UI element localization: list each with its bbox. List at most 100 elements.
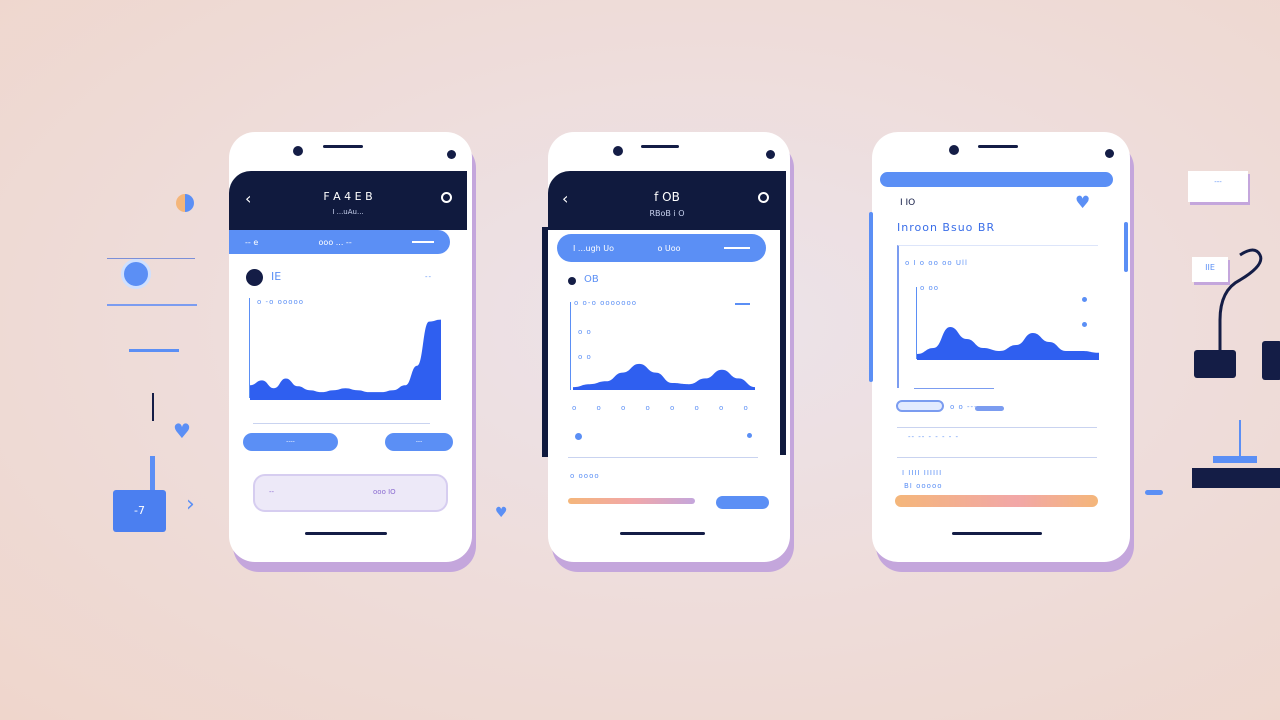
chart-axis <box>570 302 571 390</box>
card-right: ooo IO <box>373 488 396 496</box>
tab-right-dash[interactable] <box>723 247 750 249</box>
decor-line <box>107 258 195 259</box>
chart-axis <box>249 298 250 398</box>
chart-dash <box>735 303 750 305</box>
tab-bar[interactable]: I ...ugh Uo o Uoo <box>557 234 766 262</box>
page-title: F A 4 E B <box>323 190 373 203</box>
top-banner[interactable] <box>880 172 1113 187</box>
divider <box>897 427 1097 428</box>
settings-icon[interactable] <box>758 192 769 203</box>
tab-bar[interactable]: -- e ooo ... -- <box>229 230 450 254</box>
decor-block <box>1194 350 1236 378</box>
decor-circle-icon <box>121 259 151 289</box>
x-axis-ticks: o o o o o o o o <box>572 404 757 412</box>
chart-card <box>897 245 1098 388</box>
card-label: I IIII IIIIII <box>902 469 943 477</box>
avatar <box>246 269 263 286</box>
chart-label: o I o oo oo Ull <box>905 259 968 267</box>
axis-label: o o <box>578 328 592 336</box>
chart-area <box>573 363 755 390</box>
decor-dot-orange <box>176 194 194 212</box>
progress-bar[interactable] <box>568 498 695 504</box>
section-more[interactable]: -- <box>425 273 433 281</box>
area-chart <box>573 363 755 390</box>
decor-line <box>150 456 155 492</box>
decor-line <box>1239 420 1241 460</box>
divider <box>897 457 1097 458</box>
chart-label: o o-o ooooooo <box>574 299 638 307</box>
indicator-dot <box>1082 322 1087 327</box>
back-icon[interactable]: ‹ <box>245 189 252 208</box>
decor-line <box>107 304 197 306</box>
status-text: I IO <box>900 198 916 208</box>
indicator-dot <box>1082 297 1087 302</box>
home-indicator[interactable] <box>952 532 1042 535</box>
card-label: o oooo <box>570 472 600 480</box>
action-button[interactable] <box>716 496 769 509</box>
indicator-dot <box>575 433 582 440</box>
button-right[interactable]: --- <box>385 433 453 451</box>
heart-icon[interactable]: ♥ <box>1075 193 1091 213</box>
tab-left[interactable]: I ...ugh Uo <box>573 243 615 253</box>
divider <box>914 388 994 389</box>
axis-label: o o <box>578 353 592 361</box>
indicator-dot <box>747 433 752 438</box>
speaker <box>641 145 679 148</box>
speaker <box>978 145 1018 148</box>
back-icon[interactable]: ‹ <box>562 189 569 208</box>
sensor-icon <box>447 150 456 159</box>
settings-icon[interactable] <box>441 192 452 203</box>
bullet <box>568 277 576 285</box>
toggle-pill[interactable] <box>896 400 944 412</box>
sensor-icon <box>1105 149 1114 158</box>
bottom-card[interactable]: -- ooo IO <box>253 474 448 512</box>
home-indicator[interactable] <box>620 532 705 535</box>
decor-square: -7 <box>113 490 166 532</box>
section-title: IE <box>271 270 282 283</box>
cable-decor <box>1218 248 1263 350</box>
sensor-icon <box>766 150 775 159</box>
page-title: f OB <box>654 190 680 204</box>
link-bar[interactable] <box>975 406 1004 411</box>
meta-text: -- -- - - - - - <box>908 433 960 441</box>
decor-block <box>1192 468 1280 488</box>
decor-line <box>152 393 154 421</box>
heart-icon: ♥ <box>173 419 191 443</box>
frame-left <box>542 227 548 457</box>
camera-icon <box>293 146 303 156</box>
side-bar-left <box>869 212 873 382</box>
tab-mid[interactable]: o Uoo <box>657 243 681 253</box>
speaker <box>323 145 363 148</box>
side-bar-right <box>1124 222 1128 272</box>
page-title: Inroon Bsuo BR <box>897 221 996 234</box>
tab-mid[interactable]: ooo ... -- <box>318 237 352 247</box>
chevron-right-icon: › <box>186 492 195 517</box>
chart-axis <box>916 287 917 359</box>
decor-card: --- <box>1188 171 1248 202</box>
progress-bar[interactable] <box>895 495 1098 507</box>
app-header: ‹ f OB RBoB i O <box>548 171 786 230</box>
phone-3: I IO ♥ Inroon Bsuo BR o I o oo oo Ull o … <box>869 132 1130 562</box>
app-header: ‹ F A 4 E B I ...uAu... <box>229 171 467 230</box>
section-title: OB <box>584 274 599 285</box>
link-text[interactable]: o o ---- <box>950 403 982 411</box>
area-chart <box>917 327 1099 360</box>
home-indicator[interactable] <box>305 532 387 535</box>
tab-left[interactable]: -- e <box>245 237 259 247</box>
page-subtitle: I ...uAu... <box>332 208 364 216</box>
frame-right <box>780 227 786 455</box>
axis-label: o oo <box>920 284 940 292</box>
decor-block <box>1262 341 1280 380</box>
decor-card: IIE <box>1192 257 1228 282</box>
area-chart <box>250 319 441 400</box>
decor-dash <box>1145 490 1163 495</box>
card-sub: BI ooooo <box>904 482 943 490</box>
divider <box>253 423 430 424</box>
chart-area <box>917 327 1099 360</box>
chart-label: o -o ooooo <box>257 298 305 306</box>
button-left[interactable]: ---- <box>243 433 338 451</box>
page-subtitle: RBoB i O <box>649 209 685 218</box>
heart-icon: ♥ <box>495 505 508 521</box>
camera-icon <box>949 145 959 155</box>
tab-right-dash[interactable] <box>411 241 434 243</box>
